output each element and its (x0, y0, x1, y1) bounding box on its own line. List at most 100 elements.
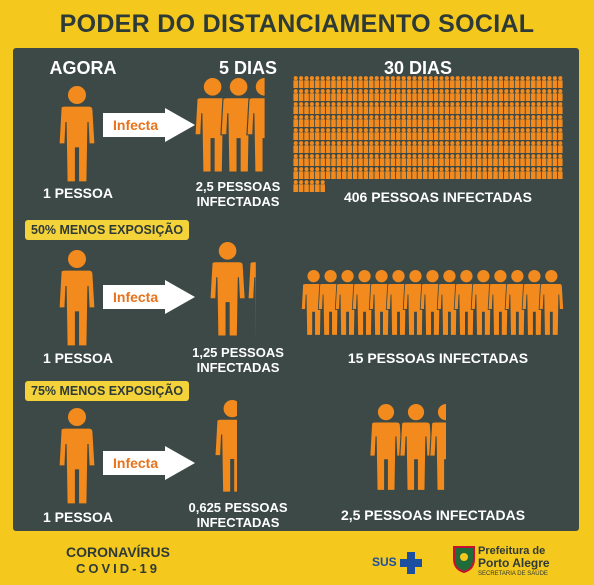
person-icon (547, 167, 552, 179)
person-icon (347, 76, 352, 88)
person-icon (396, 115, 401, 127)
person-icon (428, 89, 433, 101)
person-icon (444, 154, 450, 166)
person-icon (390, 141, 396, 153)
person-icon (320, 76, 325, 88)
person-icon (536, 128, 541, 140)
person-icon (342, 167, 347, 179)
person-icon (482, 115, 487, 127)
person-icon (552, 128, 558, 140)
person-icon (363, 167, 369, 179)
person-icon (482, 154, 487, 166)
person-icon (471, 128, 477, 140)
person-icon (385, 115, 390, 127)
person-icon (552, 141, 558, 153)
person-icon (385, 128, 390, 140)
person-icon (401, 115, 406, 127)
person-icon (331, 89, 336, 101)
person-icon (487, 128, 493, 140)
person-icon (412, 154, 417, 166)
five-day-label-line2: INFECTADAS (196, 360, 280, 375)
person-icon (385, 102, 390, 114)
campaign-line1: CORONAVÍRUS (66, 544, 170, 560)
arrow-icon (103, 108, 195, 142)
person-icon (406, 167, 412, 179)
person-icon (536, 115, 541, 127)
person-icon (417, 76, 423, 88)
person-icon (342, 141, 347, 153)
person-icon (444, 167, 450, 179)
person-icon (466, 141, 471, 153)
person-icon (406, 115, 412, 127)
person-icon (358, 76, 363, 88)
person-icon (450, 128, 455, 140)
person-icon (482, 141, 487, 153)
person-icon (396, 128, 401, 140)
person-icon (423, 102, 428, 114)
person-icon (406, 76, 412, 88)
person-icon (558, 115, 563, 127)
person-icon (450, 102, 455, 114)
person-icon (525, 141, 531, 153)
person-icon (325, 154, 331, 166)
person-icon (455, 141, 460, 153)
person-icon (514, 102, 520, 114)
person-icon (477, 167, 482, 179)
person-icon (315, 102, 320, 114)
person-icon (423, 89, 428, 101)
person-icon (493, 115, 498, 127)
five-day-group (214, 400, 238, 493)
person-icon (352, 76, 358, 88)
person-icon (412, 102, 417, 114)
person-icon (428, 76, 433, 88)
person-icon (379, 115, 385, 127)
person-icon (363, 154, 369, 166)
thirty-day-crowd (300, 270, 565, 336)
person-icon (320, 115, 325, 127)
person-icon (342, 154, 347, 166)
person-icon (347, 102, 352, 114)
person-icon (547, 102, 552, 114)
person-icon (541, 102, 547, 114)
person-icon (385, 141, 390, 153)
person-icon (331, 167, 336, 179)
person-icon (525, 154, 531, 166)
person-icon (315, 180, 320, 192)
arrow-icon (103, 280, 195, 314)
person-icon (514, 154, 520, 166)
arrow-label: Infecta (113, 117, 159, 133)
person-icon (363, 76, 369, 88)
person-icon (536, 76, 541, 88)
person-icon (412, 89, 417, 101)
header-now: AGORA (49, 58, 117, 78)
person-icon (304, 115, 309, 127)
person-icon (487, 76, 493, 88)
person-icon (531, 141, 536, 153)
person-icon (309, 154, 315, 166)
person-icon (509, 141, 514, 153)
person-icon (498, 115, 504, 127)
person-icon (304, 141, 309, 153)
person-icon (358, 128, 363, 140)
person-icon (309, 167, 315, 179)
person-icon (347, 141, 352, 153)
person-icon (541, 141, 547, 153)
person-icon (514, 89, 520, 101)
person-icon (439, 141, 444, 153)
person-icon (396, 154, 401, 166)
person-icon (412, 167, 417, 179)
person-icon (336, 167, 342, 179)
person-icon (417, 128, 423, 140)
person-icon (444, 89, 450, 101)
person-icon (390, 167, 396, 179)
person-icon (471, 141, 477, 153)
person-icon (482, 89, 487, 101)
person-icon (482, 128, 487, 140)
person-icon (325, 89, 331, 101)
person-icon (460, 115, 466, 127)
five-day-label-line2: INFECTADAS (196, 194, 280, 209)
person-icon (304, 76, 309, 88)
person-icon (558, 89, 563, 101)
person-icon (541, 154, 547, 166)
person-icon (428, 115, 433, 127)
